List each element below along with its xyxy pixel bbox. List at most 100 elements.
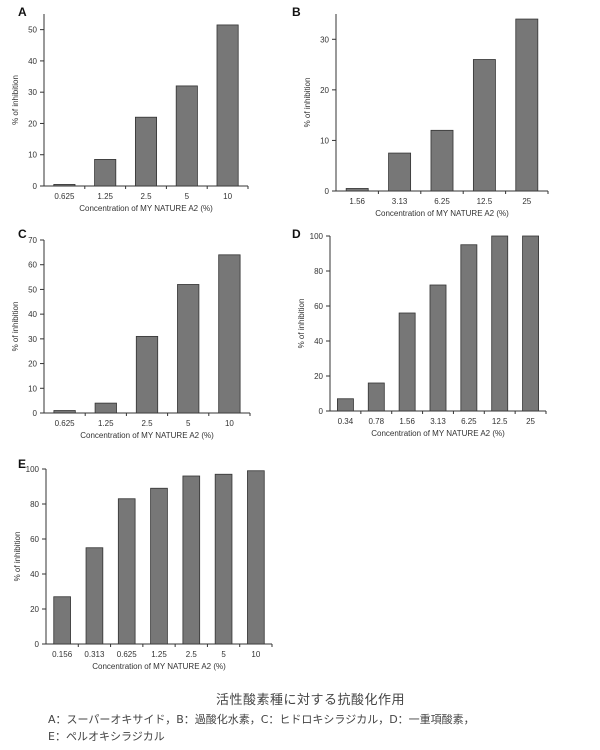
y-tick-label: 0 — [35, 640, 40, 649]
bar — [135, 335, 159, 414]
y-axis-label: % of inhibition — [13, 532, 22, 582]
x-tick-label: 1.25 — [97, 192, 113, 201]
x-axis-label: Concentration of MY NATURE A2 (%) — [92, 662, 226, 671]
bar — [388, 152, 412, 192]
x-tick-label: 1.25 — [151, 650, 167, 659]
chart-panel-a: A 0 10 20 30 40 50 0.625 1.25 2.5 5 10 Concentration… — [11, 5, 249, 213]
panel-letter-e: E — [18, 457, 26, 471]
x-tick-label: 12.5 — [477, 197, 493, 206]
y-tick-label: 10 — [28, 384, 37, 393]
bar — [53, 410, 76, 414]
bar — [134, 116, 158, 187]
x-tick-label: 5 — [186, 419, 191, 428]
y-tick-label: 20 — [28, 360, 37, 369]
y-tick-label: 80 — [30, 500, 39, 509]
x-tick-label: 6.25 — [461, 417, 477, 426]
x-tick-label: 0.625 — [54, 192, 75, 201]
x-tick-label: 10 — [223, 192, 232, 201]
y-tick-label: 0 — [325, 187, 330, 196]
y-tick-label: 80 — [314, 267, 323, 276]
y-tick-label: 30 — [28, 335, 37, 344]
y-axis-label: % of inhibition — [297, 299, 306, 349]
bar — [472, 59, 496, 192]
bar — [117, 498, 136, 645]
x-axis-label: Concentration of MY NATURE A2 (%) — [371, 429, 505, 438]
bar — [345, 188, 369, 192]
bar — [398, 312, 416, 412]
x-tick-label: 0.625 — [117, 650, 138, 659]
x-tick-label: 2.5 — [186, 650, 198, 659]
bar — [214, 473, 233, 645]
x-axis-label: Concentration of MY NATURE A2 (%) — [80, 431, 214, 440]
figure-caption-legend-line-1: A：スーパーオキサイド，B：過酸化水素，C：ヒドロキシラジカル，D：一重項酸素， — [48, 713, 475, 726]
y-tick-label: 60 — [28, 261, 37, 270]
y-tick-label: 50 — [28, 26, 37, 35]
bar — [460, 244, 478, 412]
x-tick-label: 25 — [526, 417, 535, 426]
bar — [429, 284, 447, 412]
x-axis-label: Concentration of MY NATURE A2 (%) — [375, 209, 509, 218]
panel-letter-c: C — [18, 227, 27, 241]
x-axis-label: Concentration of MY NATURE A2 (%) — [79, 204, 213, 213]
y-axis-label: % of inhibition — [11, 302, 20, 352]
y-tick-label: 40 — [28, 310, 37, 319]
y-tick-label: 20 — [320, 86, 329, 95]
bar — [94, 159, 117, 187]
panel-letter-d: D — [292, 227, 301, 241]
x-tick-label: 1.56 — [349, 197, 365, 206]
y-tick-label: 0 — [33, 409, 38, 418]
x-tick-label: 1.25 — [98, 419, 114, 428]
x-tick-label: 1.56 — [399, 417, 415, 426]
bar — [337, 398, 354, 412]
x-tick-label: 0.78 — [368, 417, 384, 426]
y-tick-label: 20 — [30, 605, 39, 614]
bar — [53, 184, 76, 187]
y-tick-label: 70 — [28, 236, 37, 245]
x-tick-label: 2.5 — [141, 419, 153, 428]
y-axis-label: % of inhibition — [303, 78, 312, 128]
x-tick-label: 2.5 — [140, 192, 152, 201]
x-tick-label: 6.25 — [434, 197, 450, 206]
chart-panel-b: B 0 10 20 30 1.56 3.13 6.25 12.5 25 Concentration … — [292, 5, 549, 218]
bar — [85, 547, 104, 645]
panel-letter-b: B — [292, 5, 301, 19]
bar — [182, 475, 201, 645]
x-tick-label: 0.313 — [84, 650, 105, 659]
bar — [247, 470, 265, 645]
x-tick-label: 10 — [251, 650, 260, 659]
y-tick-label: 0 — [319, 407, 324, 416]
x-tick-label: 0.34 — [338, 417, 354, 426]
bar — [367, 382, 385, 412]
x-tick-label: 5 — [221, 650, 226, 659]
chart-panel-e: E 0 20 40 60 80 100 0.156 0.313 0.625 1.25 2.5 5 10 Co… — [13, 457, 273, 671]
figure-caption-title: 活性酸素種に対する抗酸化作用 — [216, 693, 406, 708]
bar — [522, 235, 539, 412]
bar — [515, 18, 539, 192]
x-tick-label: 5 — [185, 192, 190, 201]
y-tick-label: 40 — [28, 57, 37, 66]
bar — [175, 85, 198, 187]
y-tick-label: 60 — [314, 302, 323, 311]
x-tick-label: 0.625 — [55, 419, 76, 428]
x-tick-label: 3.13 — [430, 417, 446, 426]
y-tick-label: 100 — [310, 232, 324, 241]
x-tick-label: 25 — [522, 197, 531, 206]
y-tick-label: 20 — [28, 119, 37, 128]
bar — [150, 487, 168, 645]
bar — [430, 129, 454, 192]
bar — [218, 254, 241, 414]
y-tick-label: 40 — [30, 570, 39, 579]
y-tick-label: 50 — [28, 285, 37, 294]
y-tick-label: 60 — [30, 535, 39, 544]
x-tick-label: 3.13 — [392, 197, 408, 206]
figure-caption-legend-line-2: E：ペルオキシラジカル — [48, 730, 165, 743]
bar — [491, 235, 509, 412]
y-tick-label: 20 — [314, 372, 323, 381]
y-tick-label: 40 — [314, 337, 323, 346]
y-tick-label: 30 — [320, 35, 329, 44]
x-tick-label: 0.156 — [52, 650, 73, 659]
y-tick-label: 10 — [28, 151, 37, 160]
bar — [177, 284, 200, 414]
x-tick-label: 10 — [225, 419, 234, 428]
